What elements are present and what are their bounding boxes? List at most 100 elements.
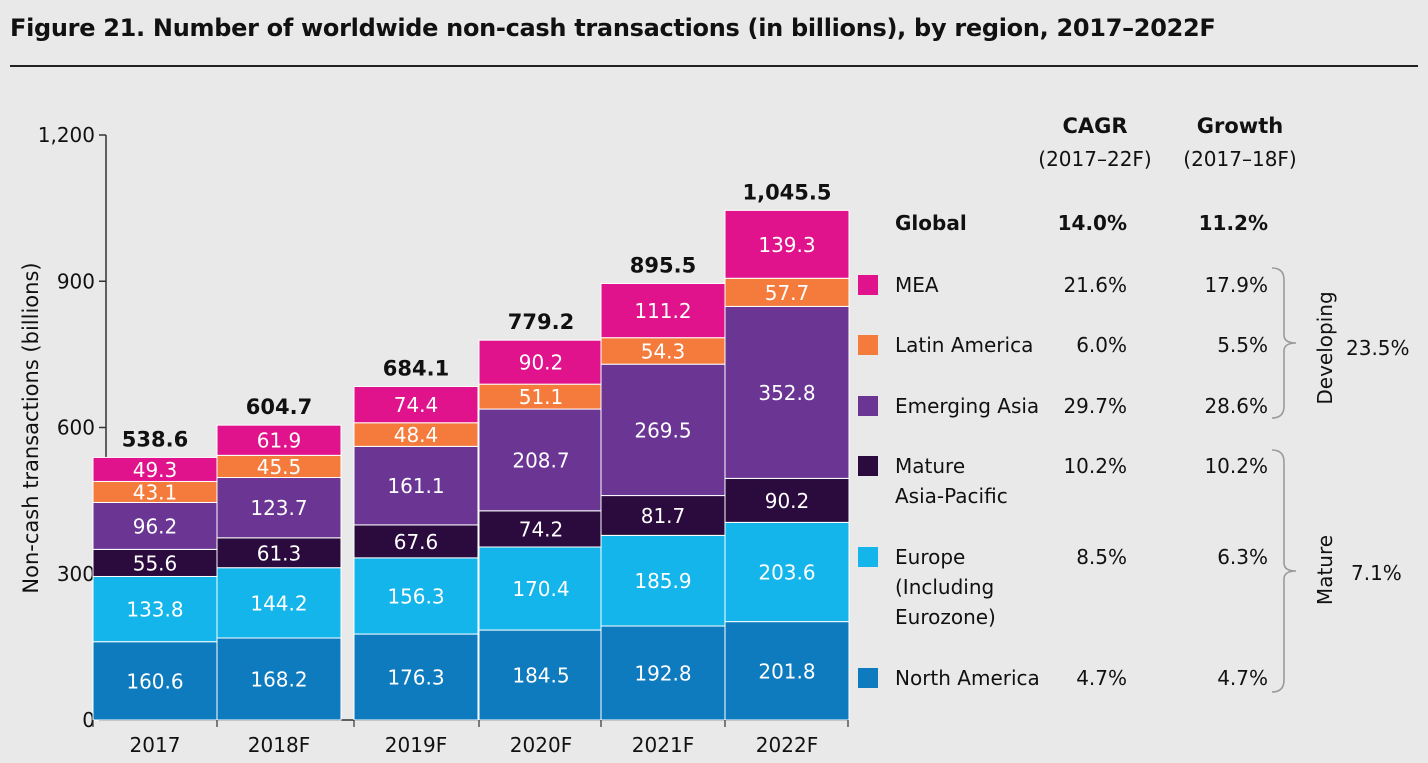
legend-swatch bbox=[858, 547, 878, 567]
bar-value-label: 49.3 bbox=[133, 458, 178, 482]
y-tick-label: 900 bbox=[57, 269, 95, 293]
bar-segment bbox=[724, 477, 850, 523]
bar-total-label: 1,045.5 bbox=[742, 180, 831, 204]
mature-group-value: 7.1% bbox=[1351, 561, 1402, 585]
legend-swatch bbox=[858, 668, 878, 688]
legend-swatch bbox=[858, 275, 878, 295]
bar-total-label: 604.7 bbox=[246, 395, 312, 419]
bar-value-label: 61.9 bbox=[257, 429, 302, 453]
bar-segment bbox=[478, 629, 604, 721]
bar-segment bbox=[216, 637, 342, 721]
bar-segment bbox=[92, 456, 218, 482]
growth-value: 28.6% bbox=[1204, 394, 1268, 418]
y-axis-label: Non-cash transactions (billions) bbox=[19, 262, 43, 593]
growth-value: 5.5% bbox=[1217, 333, 1268, 357]
bar-segment bbox=[216, 567, 342, 639]
bar-value-label: 184.5 bbox=[512, 664, 569, 688]
cagr-value: 21.6% bbox=[1063, 273, 1127, 297]
bar-segment bbox=[600, 534, 726, 627]
bar-total-label: 895.5 bbox=[630, 253, 696, 277]
cagr-value: 14.0% bbox=[1058, 211, 1127, 235]
bar-value-label: 67.6 bbox=[394, 530, 439, 554]
bar-value-label: 160.6 bbox=[126, 669, 183, 693]
cagr-value: 6.0% bbox=[1076, 333, 1127, 357]
bar-total-label: 779.2 bbox=[508, 310, 574, 334]
cagr-value: 8.5% bbox=[1076, 545, 1127, 569]
cagr-header-period: (2017–22F) bbox=[1038, 147, 1151, 171]
bar-value-label: 203.6 bbox=[758, 560, 815, 584]
bar-value-label: 208.7 bbox=[512, 448, 569, 472]
growth-value: 6.3% bbox=[1217, 545, 1268, 569]
bar-segment bbox=[216, 477, 342, 539]
bar-value-label: 176.3 bbox=[387, 666, 444, 690]
bar-value-label: 352.8 bbox=[758, 381, 815, 405]
bar-value-label: 111.2 bbox=[634, 299, 691, 323]
legend-label: Mature bbox=[895, 454, 965, 478]
figure-title: Figure 21. Number of worldwide non-cash … bbox=[10, 14, 1216, 42]
bar-value-label: 90.2 bbox=[765, 489, 810, 513]
legend-label: Eurozone) bbox=[895, 605, 996, 629]
x-tick-label: 2021F bbox=[632, 733, 694, 757]
bar-segment bbox=[353, 557, 479, 635]
developing-group-value: 23.5% bbox=[1346, 336, 1410, 360]
legend-label: Global bbox=[895, 211, 967, 235]
x-tick-label: 2019F bbox=[385, 733, 447, 757]
bar-value-label: 57.7 bbox=[765, 281, 810, 305]
x-tick-label: 2020F bbox=[510, 733, 572, 757]
developing-group-label: Developing bbox=[1313, 291, 1337, 404]
legend-label: North America bbox=[895, 666, 1040, 690]
bar-value-label: 144.2 bbox=[250, 591, 307, 615]
bar-value-label: 74.2 bbox=[519, 517, 564, 541]
bar-segment bbox=[478, 546, 604, 631]
bar-segment bbox=[600, 337, 726, 365]
y-tick-label: 0 bbox=[82, 708, 95, 732]
title-divider bbox=[10, 65, 1418, 67]
bar-value-label: 90.2 bbox=[519, 351, 564, 375]
bar-value-label: 81.7 bbox=[641, 504, 686, 528]
bar-value-label: 269.5 bbox=[634, 418, 691, 442]
bar-segment bbox=[724, 277, 850, 307]
x-tick-label: 2018F bbox=[248, 733, 310, 757]
legend-swatch bbox=[858, 335, 878, 355]
legend-label: MEA bbox=[895, 273, 939, 297]
bar-value-label: 192.8 bbox=[634, 662, 691, 686]
growth-value: 17.9% bbox=[1204, 273, 1268, 297]
bar-value-label: 43.1 bbox=[133, 480, 178, 504]
growth-value: 11.2% bbox=[1199, 211, 1268, 235]
bar-segment bbox=[92, 641, 218, 721]
x-tick-label: 2017 bbox=[130, 733, 181, 757]
bar-segment bbox=[216, 537, 342, 569]
bar-segment bbox=[724, 521, 850, 623]
bar-segment bbox=[353, 386, 479, 424]
mature-group-label: Mature bbox=[1313, 535, 1337, 605]
growth-header: Growth bbox=[1197, 114, 1283, 138]
bar-value-label: 123.7 bbox=[250, 496, 307, 520]
bar-segment bbox=[600, 282, 726, 339]
bar-value-label: 168.2 bbox=[250, 668, 307, 692]
cagr-value: 4.7% bbox=[1076, 666, 1127, 690]
y-tick-label: 300 bbox=[57, 562, 95, 586]
cagr-value: 29.7% bbox=[1063, 394, 1127, 418]
bar-segment bbox=[478, 408, 604, 512]
bar-value-label: 96.2 bbox=[133, 514, 178, 538]
bar-value-label: 170.4 bbox=[512, 577, 569, 601]
legend-label: (Including bbox=[895, 575, 994, 599]
growth-value: 4.7% bbox=[1217, 666, 1268, 690]
growth-header-period: (2017–18F) bbox=[1183, 147, 1296, 171]
bar-value-label: 51.1 bbox=[519, 385, 564, 409]
bar-value-label: 139.3 bbox=[758, 233, 815, 257]
bar-segment bbox=[353, 524, 479, 559]
legend-label: Latin America bbox=[895, 333, 1033, 357]
bar-segment bbox=[478, 383, 604, 410]
cagr-header: CAGR bbox=[1062, 114, 1127, 138]
bar-total-label: 538.6 bbox=[122, 427, 188, 451]
bar-value-label: 161.1 bbox=[387, 474, 444, 498]
bar-segment bbox=[478, 510, 604, 548]
bar-segment bbox=[724, 209, 850, 279]
bar-value-label: 185.9 bbox=[634, 569, 691, 593]
bar-value-label: 55.6 bbox=[133, 551, 178, 575]
bar-segment bbox=[478, 339, 604, 385]
y-tick-label: 1,200 bbox=[38, 123, 95, 147]
bar-value-label: 156.3 bbox=[387, 584, 444, 608]
mature-brace bbox=[1271, 449, 1297, 693]
